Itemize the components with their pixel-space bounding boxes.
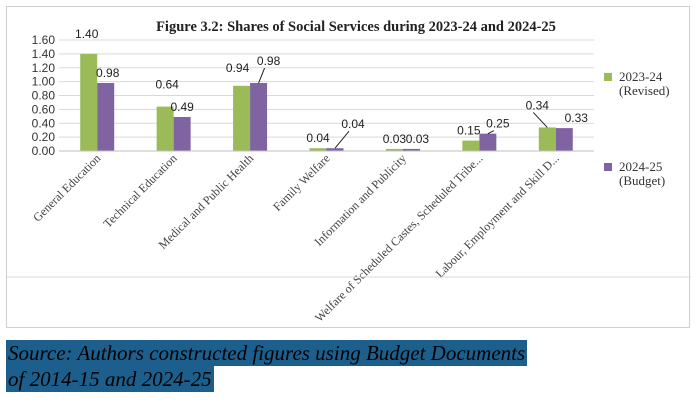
y-tick-label: 0.40: [32, 116, 56, 130]
value-label: 0.49: [170, 100, 194, 114]
bar-2023-24: [462, 140, 480, 151]
value-label: 0.25: [486, 117, 510, 131]
x-category-label: Family Welfare: [270, 151, 333, 214]
x-category-label: Technical Education: [100, 151, 179, 230]
legend-swatch-2024-25: [604, 163, 612, 171]
value-label: 0.34: [526, 98, 550, 112]
bar-2023-24: [233, 85, 251, 151]
y-tick-label: 1.20: [32, 61, 56, 75]
value-label: 0.98: [257, 54, 281, 68]
x-category-label: General Education: [30, 151, 103, 224]
value-label-leader: [334, 130, 350, 149]
value-label: 0.03: [406, 132, 430, 146]
value-label: 0.15: [457, 124, 481, 138]
value-label: 0.94: [226, 61, 250, 75]
bar-2023-24: [385, 148, 403, 151]
bar-2023-24: [80, 53, 98, 151]
value-label: 0.98: [96, 66, 120, 80]
source-note: Source: Authors constructed figures usin…: [6, 340, 528, 392]
value-label: 0.04: [306, 131, 330, 145]
bar-2024-25: [555, 128, 573, 151]
bar-2024-25: [479, 133, 497, 151]
y-tick-label: 1.00: [32, 75, 56, 89]
value-label-leader: [487, 130, 495, 135]
legend-swatch-2023-24: [604, 73, 612, 81]
legend-label: 2023-24: [619, 69, 663, 84]
value-label-leader: [532, 112, 548, 128]
y-tick-label: 0.60: [32, 102, 56, 116]
bar-2024-25: [402, 148, 420, 151]
value-label: 0.64: [155, 78, 179, 92]
x-category-label: Labour, Employment and Skill D...: [433, 151, 562, 280]
value-label: 0.04: [341, 117, 365, 131]
bar-2024-25: [173, 117, 191, 151]
bar-2024-25: [97, 83, 115, 151]
value-label: 0.33: [565, 111, 589, 125]
y-tick-label: 0.00: [32, 144, 56, 158]
y-tick-label: 0.80: [32, 89, 56, 103]
y-tick-label: 1.40: [32, 47, 56, 61]
source-line-2: of 2014-15 and 2024-25: [6, 366, 214, 392]
value-label-leader: [258, 67, 266, 84]
bar-2023-24: [156, 106, 174, 151]
legend-label: (Revised): [619, 83, 670, 98]
bar-2024-25: [326, 148, 344, 151]
bar-2023-24: [309, 148, 327, 151]
y-tick-label: 0.20: [32, 130, 56, 144]
x-category-label: Welfare of Scheduled Castes, Scheduled T…: [312, 151, 485, 324]
chart-frame: Figure 3.2: Shares of Social Services du…: [6, 6, 691, 328]
y-tick-label: 1.60: [32, 33, 56, 47]
bar-2024-25: [250, 83, 268, 151]
value-label: 1.40: [75, 27, 99, 41]
bar-2023-24: [538, 127, 556, 151]
value-label: 0.03: [383, 132, 407, 146]
source-line-1: Source: Authors constructed figures usin…: [6, 340, 528, 366]
legend-label: 2024-25: [619, 159, 662, 174]
legend-label: (Budget): [619, 173, 665, 188]
bar-chart: Figure 3.2: Shares of Social Services du…: [7, 19, 691, 325]
chart-title: Figure 3.2: Shares of Social Services du…: [156, 19, 556, 35]
